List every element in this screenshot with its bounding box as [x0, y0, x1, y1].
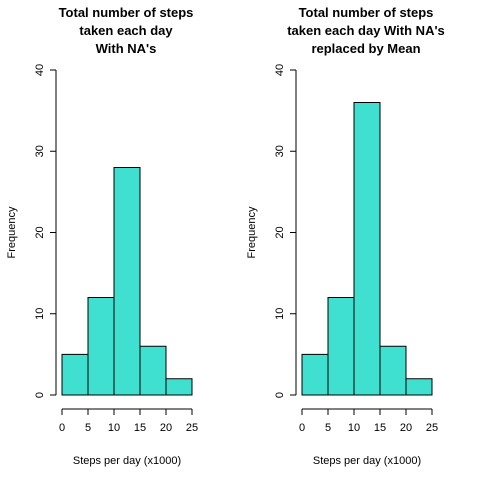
- y-tick-label: 30: [34, 145, 46, 157]
- x-tick-label: 20: [400, 422, 412, 434]
- x-tick-label: 5: [85, 422, 91, 434]
- histogram-bar: [301, 353, 329, 396]
- y-tick-label: 10: [34, 308, 46, 320]
- y-tick-label: 30: [274, 145, 286, 157]
- chart-title-line: With NA's: [96, 41, 157, 56]
- x-tick-label: 5: [325, 422, 331, 434]
- y-tick-label: 40: [274, 64, 286, 76]
- x-tick-label: 25: [426, 422, 438, 434]
- histogram-bar: [139, 345, 167, 396]
- histogram-bar: [113, 167, 141, 396]
- y-tick-label: 0: [274, 392, 286, 398]
- chart-title-line: Total number of steps: [59, 5, 194, 20]
- x-tick-label: 15: [134, 422, 146, 434]
- histogram-bar: [405, 378, 433, 396]
- y-tick-label: 20: [34, 226, 46, 238]
- chart-title-line: replaced by Mean: [311, 41, 420, 56]
- histogram-bar: [61, 353, 89, 396]
- x-axis-label: Steps per day (x1000): [313, 455, 421, 467]
- x-tick-label: 0: [299, 422, 305, 434]
- y-tick-label: 40: [34, 64, 46, 76]
- histogram-bar: [165, 378, 193, 396]
- x-tick-label: 10: [348, 422, 360, 434]
- x-tick-label: 15: [374, 422, 386, 434]
- histogram-bar: [87, 297, 115, 396]
- chart-title-line: taken each day: [79, 23, 173, 38]
- histogram-bar: [379, 345, 407, 396]
- y-axis-label: Frequency: [6, 206, 18, 258]
- chart-title-line: Total number of steps: [299, 5, 434, 20]
- y-tick-label: 20: [274, 226, 286, 238]
- histogram-bar: [353, 102, 381, 396]
- x-tick-label: 0: [59, 422, 65, 434]
- x-tick-label: 10: [108, 422, 120, 434]
- x-tick-label: 20: [160, 422, 172, 434]
- y-tick-label: 0: [34, 392, 46, 398]
- x-axis-label: Steps per day (x1000): [73, 455, 181, 467]
- chart-title-line: taken each day With NA's: [287, 23, 445, 38]
- histogram-bar: [327, 297, 355, 396]
- y-axis-label: Frequency: [246, 206, 258, 258]
- y-tick-label: 10: [274, 308, 286, 320]
- x-tick-label: 25: [186, 422, 198, 434]
